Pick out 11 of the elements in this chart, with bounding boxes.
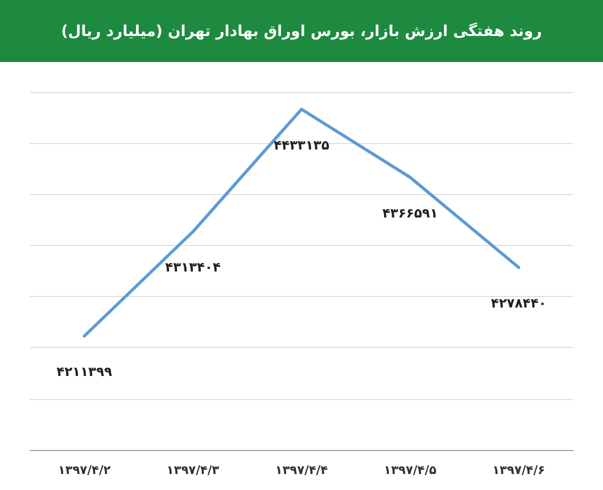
x-tick-label: ۱۳۹۷/۴/۳ [166,463,220,477]
x-tick-label: ۱۳۹۷/۴/۴ [275,463,328,477]
x-tick-label: ۱۳۹۷/۴/۲ [58,463,112,477]
x-tick-label: ۱۳۹۷/۴/۶ [492,463,546,477]
data-label: ۴۳۱۳۴۰۴ [165,260,221,276]
chart-title: روند هفتگی ارزش بازار، بورس اوراق بهادار تهران (میلیارد ریال) [0,0,603,62]
data-label: ۴۲۱۱۳۹۹ [56,365,112,380]
data-label: ۴۲۷۸۴۴۰ [490,296,546,312]
data-label: ۴۳۶۶۵۹۱ [382,206,438,222]
data-label: ۴۴۳۳۱۳۵ [274,138,330,154]
x-tick-label: ۱۳۹۷/۴/۵ [384,463,436,477]
